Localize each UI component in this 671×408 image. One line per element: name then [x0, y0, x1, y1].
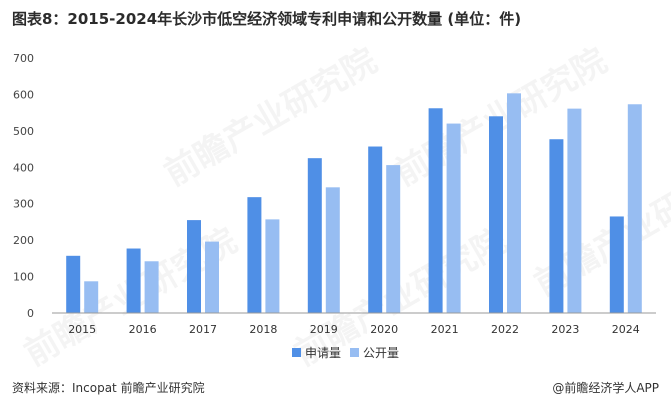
legend-swatch [292, 348, 301, 357]
x-tick-label: 2017 [189, 323, 217, 336]
bar-publish-2017 [205, 241, 219, 313]
x-tick-label: 2018 [249, 323, 277, 336]
legend-label: 公开量 [363, 346, 399, 360]
x-tick-label: 2015 [68, 323, 96, 336]
bars [66, 93, 642, 314]
bar-publish-2021 [446, 123, 461, 313]
bar-apply-2016 [126, 248, 141, 313]
y-tick-label: 300 [13, 198, 34, 211]
y-tick-label: 500 [13, 125, 34, 138]
y-tick-label: 200 [13, 234, 34, 247]
x-tick-label: 2022 [491, 323, 519, 336]
y-tick-label: 0 [27, 307, 34, 320]
bar-publish-2024 [627, 104, 642, 313]
legend: 申请量 公开量 [292, 346, 399, 360]
y-axis: 0 100 200 300 400 500 600 700 [13, 52, 34, 320]
bar-apply-2015 [66, 255, 81, 313]
bar-apply-2020 [368, 146, 383, 313]
bar-publish-2018 [265, 219, 280, 313]
bar-publish-2016 [144, 261, 159, 313]
bar-apply-2024 [609, 216, 624, 313]
legend-swatch [350, 348, 359, 357]
x-tick-label: 2023 [551, 323, 579, 336]
bar-publish-2023 [567, 108, 582, 313]
bar-apply-2021 [428, 108, 443, 314]
bar-apply-2023 [549, 139, 564, 313]
x-tick-label: 2019 [310, 323, 338, 336]
x-tick-label: 2020 [370, 323, 398, 336]
y-tick-label: 600 [13, 88, 34, 101]
bar-publish-2022 [507, 93, 521, 313]
bar-apply-2022 [489, 116, 503, 314]
bar-publish-2015 [84, 281, 99, 313]
legend-label: 申请量 [305, 346, 341, 360]
y-tick-label: 700 [13, 52, 34, 65]
bar-apply-2017 [187, 220, 201, 313]
x-tick-label: 2024 [612, 323, 640, 336]
bar-apply-2019 [307, 158, 322, 313]
y-tick-label: 100 [13, 271, 34, 284]
bar-publish-2019 [325, 187, 340, 313]
brand-note: @前瞻经济学人APP [552, 381, 659, 395]
bar-publish-2020 [386, 165, 401, 313]
bar-apply-2018 [247, 197, 262, 313]
chart-title: 图表8：2015-2024年长沙市低空经济领域专利申请和公开数量 (单位：件) [12, 10, 522, 28]
x-tick-label: 2016 [129, 323, 157, 336]
y-tick-label: 400 [13, 161, 34, 174]
x-axis: 2015 2016 2017 2018 2019 2020 2021 2022 2023 2024 [52, 312, 656, 336]
source-note: 资料来源：Incopat 前瞻产业研究院 [12, 381, 205, 395]
x-tick-label: 2021 [431, 323, 459, 336]
